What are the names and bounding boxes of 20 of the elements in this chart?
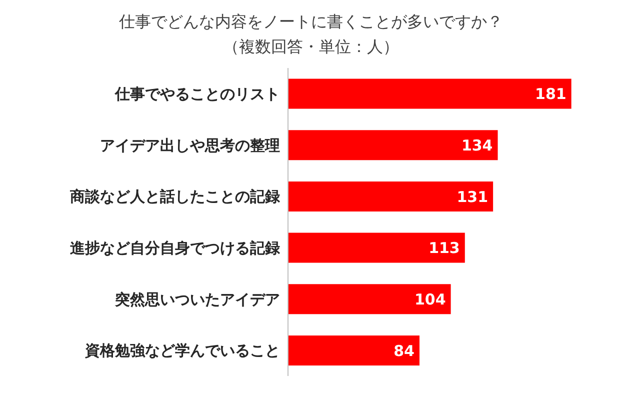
y-tick-label: 突然思いついたアイデア — [114, 290, 280, 308]
y-tick-label: 仕事でやることのリスト — [114, 84, 280, 103]
data-label: 134 — [461, 136, 493, 154]
bar — [288, 335, 420, 366]
y-tick-label: アイデア出しや思考の整理 — [100, 136, 280, 154]
data-label: 104 — [414, 290, 446, 308]
y-tick-label: 資格勉強など学んでいること — [84, 342, 280, 360]
bar — [288, 78, 572, 109]
bar — [288, 181, 494, 212]
bar — [288, 284, 451, 314]
y-tick-label: 商談など人と話したことの記録 — [69, 188, 280, 206]
data-label: 131 — [456, 188, 488, 206]
data-label: 84 — [394, 342, 414, 360]
data-label: 181 — [535, 85, 566, 104]
chart-subtitle: （複数回答・単位：人） — [222, 37, 400, 58]
y-tick-label: 進捗など自分自身でつける記録 — [69, 238, 280, 257]
bar — [288, 130, 498, 160]
bar — [288, 232, 465, 263]
chart-title: 仕事でどんな内容をノートに書くことが多いですか？ — [118, 11, 504, 33]
data-label: 113 — [428, 239, 460, 258]
